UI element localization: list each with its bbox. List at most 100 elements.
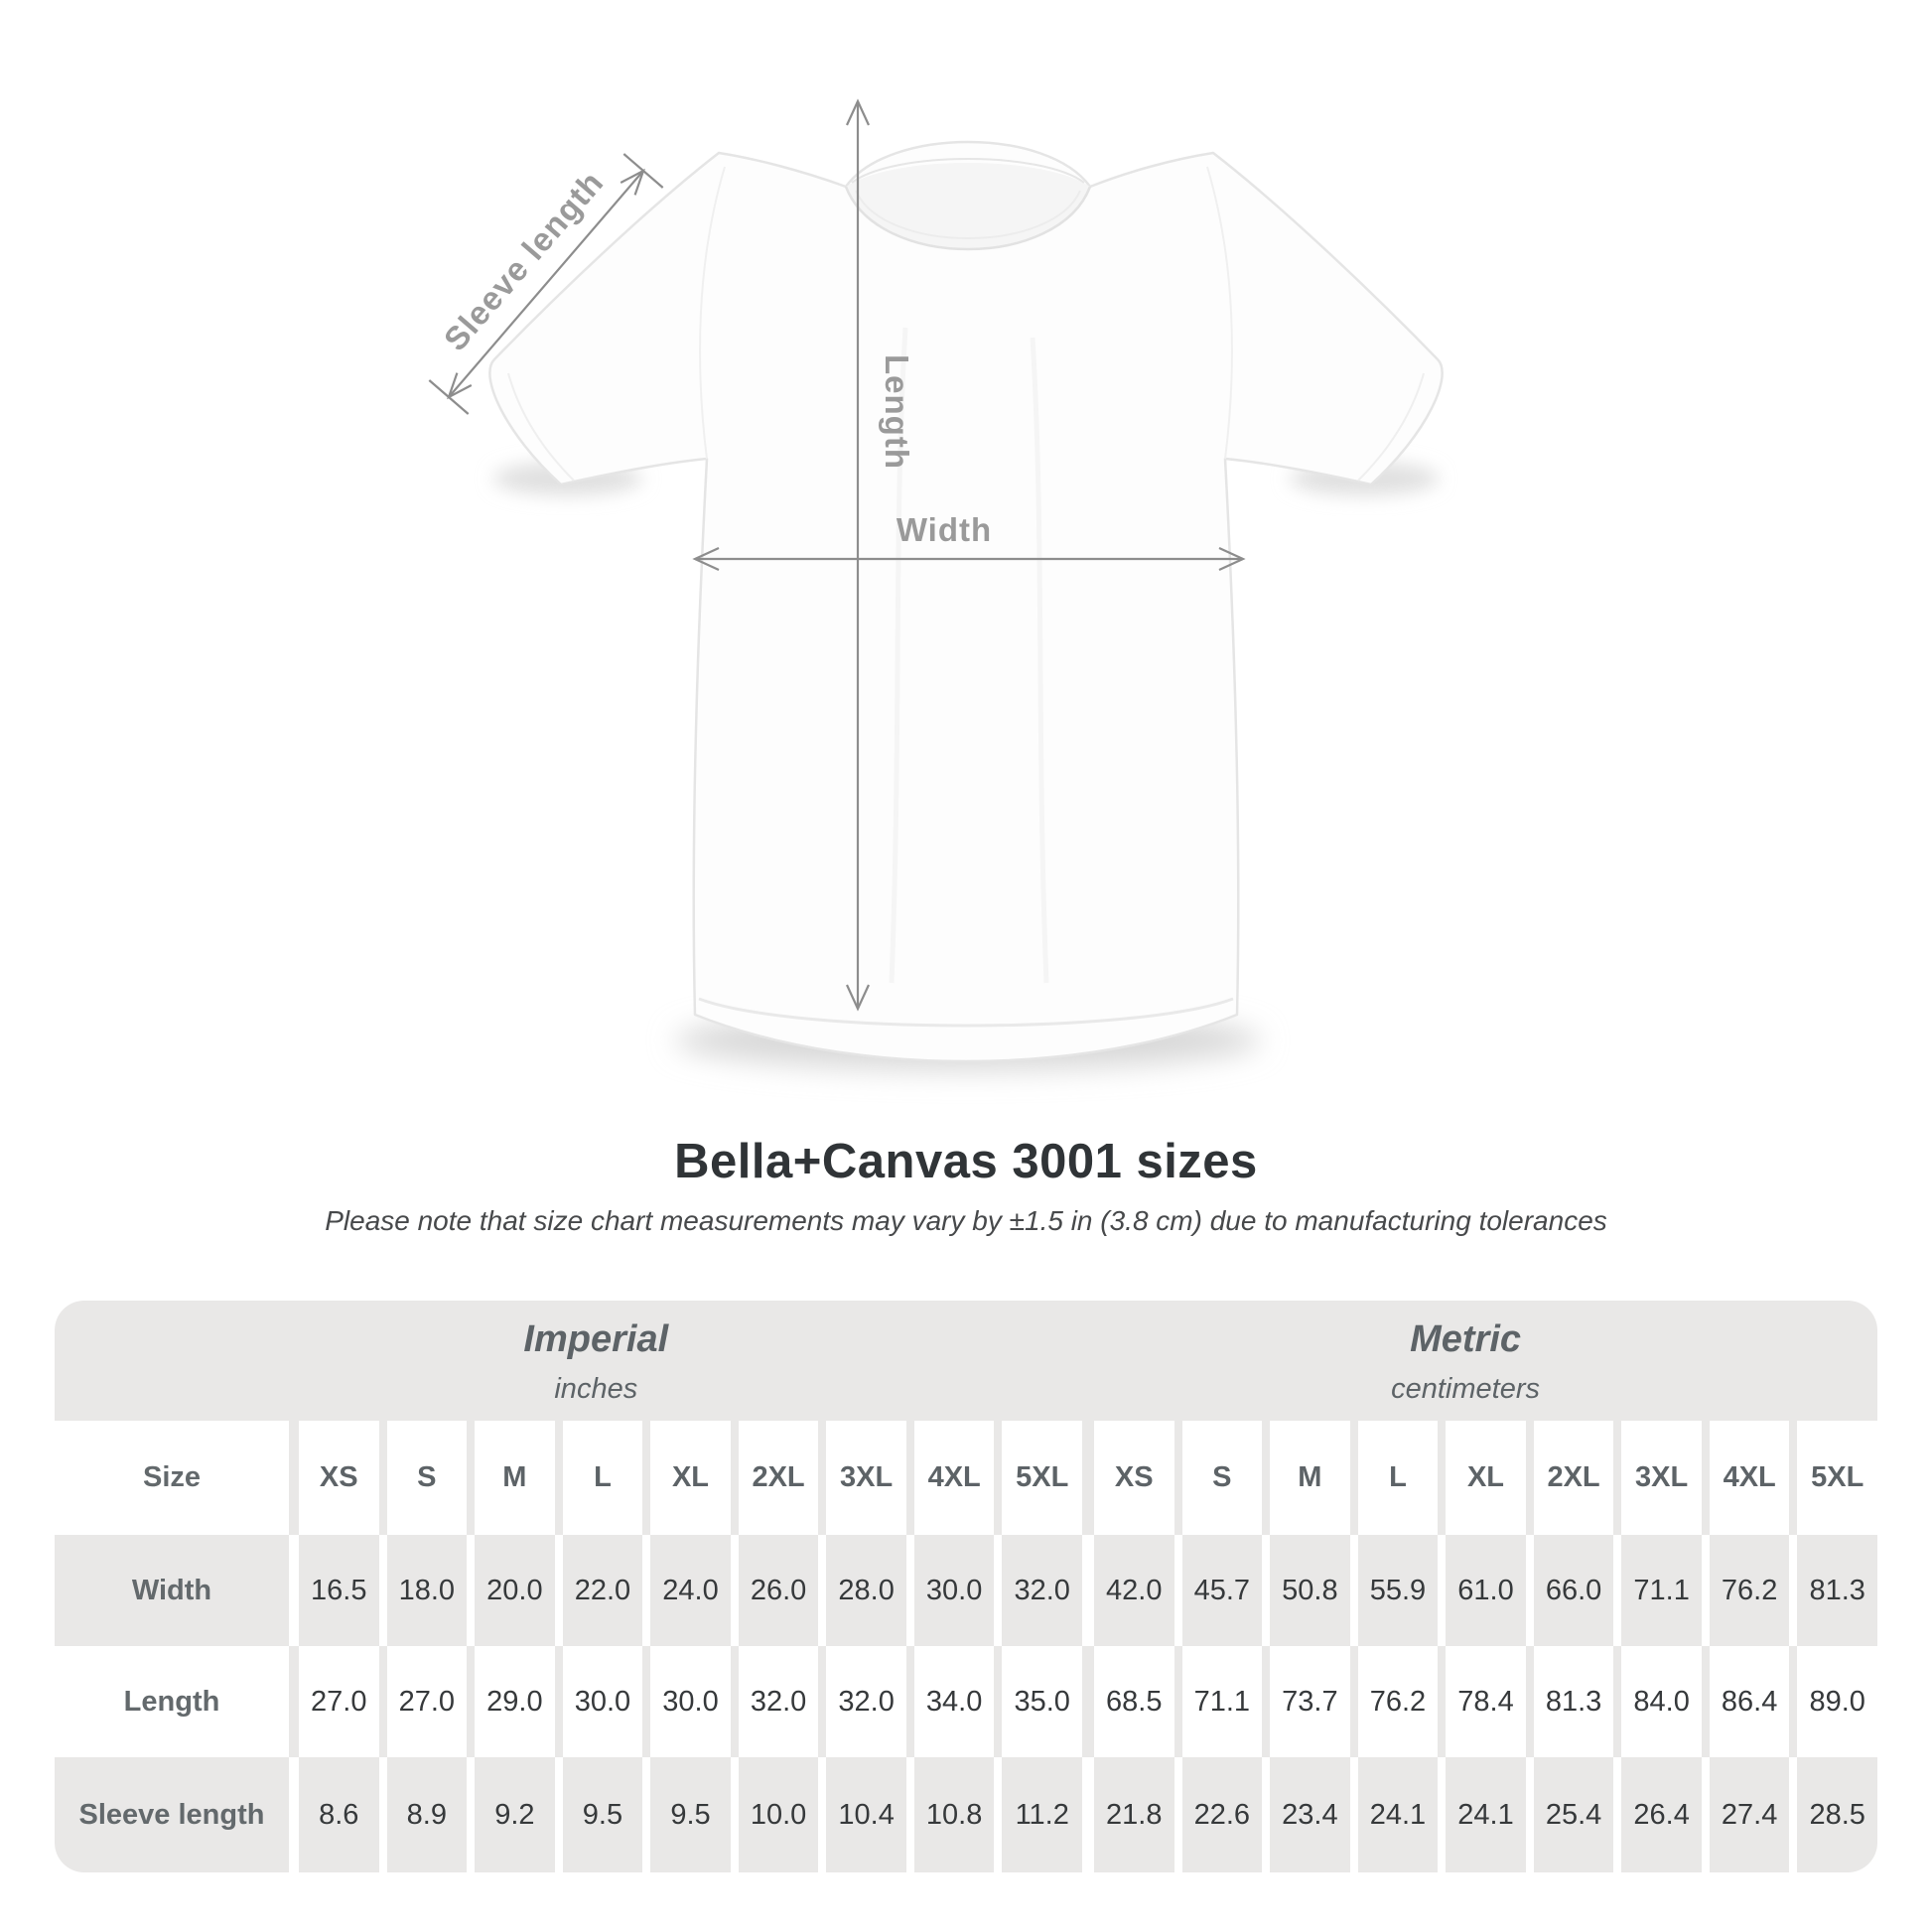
row-label: Width — [55, 1535, 289, 1646]
column-separator — [1789, 1535, 1798, 1646]
column-separator — [730, 1421, 739, 1535]
column-separator — [642, 1421, 651, 1535]
value-cell: 8.9 — [386, 1757, 468, 1872]
column-separator — [1173, 1646, 1182, 1757]
value-cell: 10.4 — [826, 1757, 906, 1872]
column-separator — [642, 1535, 651, 1646]
size-corner-header: Size — [55, 1421, 289, 1535]
column-separator — [1173, 1535, 1182, 1646]
label-column-gutter — [289, 1535, 299, 1646]
group-gutter — [1082, 1646, 1094, 1757]
column-separator — [994, 1535, 1003, 1646]
label-column-gutter — [289, 1757, 299, 1872]
column-separator — [905, 1757, 914, 1872]
value-cell: 9.5 — [562, 1757, 643, 1872]
value-cell: 28.0 — [826, 1535, 906, 1646]
value-cell: 22.6 — [1181, 1757, 1263, 1872]
width-dimension-line — [692, 547, 1246, 571]
value-cell: 30.0 — [650, 1646, 731, 1757]
table-row: Width 16.5 18.0 20.0 22.0 24.0 26.0 28.0 30.0 32.… — [55, 1535, 1877, 1646]
value-cell: 30.0 — [913, 1535, 995, 1646]
imperial-label: Imperial — [523, 1318, 669, 1360]
column-separator — [730, 1535, 739, 1646]
column-separator — [1525, 1421, 1534, 1535]
width-label: Width — [897, 511, 992, 548]
column-separator — [467, 1421, 476, 1535]
column-separator — [1701, 1421, 1710, 1535]
column-separator — [1613, 1646, 1622, 1757]
value-cell: 18.0 — [386, 1535, 468, 1646]
size-col-header: 5XL — [1797, 1421, 1877, 1535]
column-separator — [730, 1757, 739, 1872]
column-separator — [1349, 1421, 1358, 1535]
value-cell: 61.0 — [1446, 1535, 1526, 1646]
size-col-header: L — [1357, 1421, 1439, 1535]
value-cell: 9.2 — [475, 1757, 555, 1872]
size-col-header: S — [386, 1421, 468, 1535]
metric-unit: centimeters — [1391, 1373, 1541, 1405]
value-cell: 28.5 — [1797, 1757, 1877, 1872]
imperial-unit: inches — [554, 1373, 638, 1405]
value-cell: 71.1 — [1181, 1646, 1263, 1757]
value-cell: 32.0 — [826, 1646, 906, 1757]
left-sleeve-seam — [699, 166, 726, 460]
size-col-header: M — [1270, 1421, 1350, 1535]
value-cell: 24.1 — [1446, 1757, 1526, 1872]
value-cell: 78.4 — [1446, 1646, 1526, 1757]
column-separator — [554, 1646, 563, 1757]
metric-group-header: Metric centimeters — [1391, 1318, 1540, 1406]
size-col-header: 4XL — [1709, 1421, 1790, 1535]
size-col-header: 5XL — [1002, 1421, 1082, 1535]
group-gutter — [1082, 1757, 1094, 1872]
column-separator — [1613, 1757, 1622, 1872]
value-cell: 27.4 — [1709, 1757, 1790, 1872]
column-separator — [642, 1757, 651, 1872]
column-separator — [905, 1646, 914, 1757]
value-cell: 26.0 — [738, 1535, 819, 1646]
row-label: Sleeve length — [55, 1757, 289, 1872]
column-separator — [467, 1646, 476, 1757]
size-col-header: 4XL — [913, 1421, 995, 1535]
column-separator — [818, 1646, 827, 1757]
column-separator — [1262, 1757, 1271, 1872]
value-cell: 9.5 — [650, 1757, 731, 1872]
value-cell: 76.2 — [1357, 1646, 1439, 1757]
value-cell: 32.0 — [738, 1646, 819, 1757]
column-separator — [1789, 1757, 1798, 1872]
column-separator — [378, 1757, 387, 1872]
column-separator — [994, 1646, 1003, 1757]
size-col-header: 2XL — [1533, 1421, 1614, 1535]
size-table: Imperial inches Metric centimeters Size X… — [55, 1301, 1877, 1872]
imperial-group-header: Imperial inches — [523, 1318, 668, 1406]
wrinkle — [1030, 337, 1049, 984]
table-row: Sleeve length 8.6 8.9 9.2 9.5 9.5 10.0 10.4 10.8… — [55, 1757, 1877, 1872]
value-cell: 24.1 — [1357, 1757, 1439, 1872]
column-separator — [554, 1421, 563, 1535]
column-separator — [1525, 1535, 1534, 1646]
column-separator — [554, 1757, 563, 1872]
value-cell: 71.1 — [1621, 1535, 1702, 1646]
left-cuff-seam — [507, 372, 575, 482]
value-cell: 25.4 — [1533, 1757, 1614, 1872]
value-cell: 35.0 — [1002, 1646, 1082, 1757]
value-cell: 21.8 — [1094, 1757, 1174, 1872]
value-cell: 23.4 — [1270, 1757, 1350, 1872]
column-separator — [1173, 1757, 1182, 1872]
value-cell: 45.7 — [1181, 1535, 1263, 1646]
size-col-header: XS — [1094, 1421, 1174, 1535]
value-cell: 29.0 — [475, 1646, 555, 1757]
column-separator — [554, 1535, 563, 1646]
value-cell: 10.8 — [913, 1757, 995, 1872]
right-sleeve-seam — [1206, 166, 1233, 460]
heading-block: Bella+Canvas 3001 sizes Please note that… — [0, 1134, 1932, 1237]
column-separator — [905, 1535, 914, 1646]
length-label: Length — [879, 354, 915, 470]
column-separator — [818, 1757, 827, 1872]
value-cell: 26.4 — [1621, 1757, 1702, 1872]
value-cell: 22.0 — [562, 1535, 643, 1646]
row-label: Length — [55, 1646, 289, 1757]
value-cell: 34.0 — [913, 1646, 995, 1757]
value-cell: 68.5 — [1094, 1646, 1174, 1757]
column-separator — [1173, 1421, 1182, 1535]
collar-seam — [855, 190, 1081, 239]
